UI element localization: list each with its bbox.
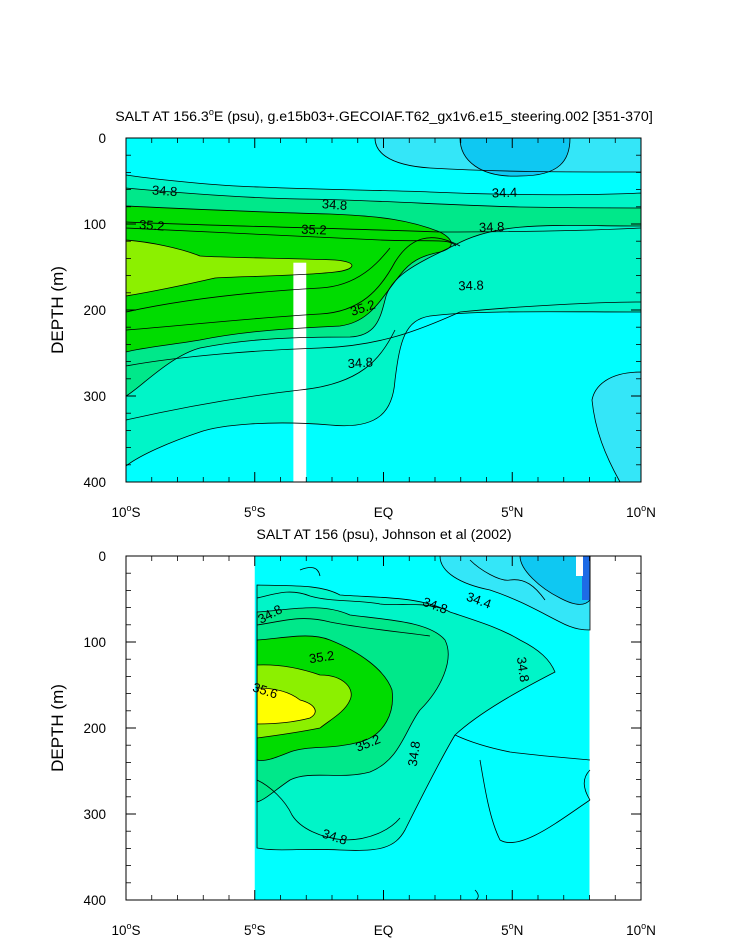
y-tick-label: 300 bbox=[83, 389, 106, 404]
contour-label: 34.8 bbox=[458, 277, 484, 293]
contour-label: 34.8 bbox=[321, 196, 347, 213]
x-tick-label: EQ bbox=[374, 505, 394, 520]
panel2-contour-labels: 34.8 34.8 34.435.2 34.835.635.2 34.834.8 bbox=[251, 589, 532, 848]
contour-line bbox=[469, 559, 546, 601]
band-deep-blue bbox=[582, 556, 590, 600]
band-35.4-35.6 bbox=[126, 240, 352, 296]
contour-line bbox=[479, 759, 591, 843]
contour-line bbox=[583, 769, 591, 801]
contour-label: 34.8 bbox=[152, 182, 178, 199]
band-lt-34.4-line bbox=[519, 556, 591, 605]
contour-line bbox=[256, 779, 401, 841]
y-tick-label: 0 bbox=[98, 131, 106, 146]
band-35.2-35.4 bbox=[126, 206, 452, 352]
panel2-filled-contours bbox=[254, 556, 590, 900]
contour-label: 34.8 bbox=[347, 354, 373, 371]
contour-line bbox=[126, 227, 457, 247]
x-tick-label: 10oS bbox=[111, 503, 140, 520]
panel1-title: SALT AT 156.3oE (psu), g.e15b03+.GECOIAF… bbox=[115, 107, 653, 125]
contour-line bbox=[126, 301, 641, 367]
y-tick-label: 300 bbox=[83, 807, 106, 822]
y-tick-label: 100 bbox=[83, 217, 106, 232]
y-tick-label: 200 bbox=[83, 721, 106, 736]
panel1-contour-lines bbox=[126, 138, 641, 482]
y-tick-label: 200 bbox=[83, 303, 106, 318]
band-gt-35.6 bbox=[257, 688, 316, 724]
x-tick-label: 5oN bbox=[501, 921, 523, 938]
band-34.8-35.0-line bbox=[256, 584, 556, 851]
contour-label: 34.8 bbox=[405, 740, 423, 767]
missing-data-strip bbox=[293, 262, 307, 482]
contour-line bbox=[256, 618, 431, 637]
panel1-ylabel: DEPTH (m) bbox=[48, 266, 67, 354]
x-tick-label: 10oS bbox=[111, 921, 140, 938]
panel2-axes: 10oS 5oS EQ 5oN 10oN 0 100 200 300 400 bbox=[83, 549, 655, 938]
contour-line bbox=[126, 329, 396, 421]
contour-line bbox=[474, 889, 479, 900]
y-tick-label: 100 bbox=[83, 635, 106, 650]
y-tick-label: 400 bbox=[83, 475, 106, 490]
x-tick-label: 5oN bbox=[501, 503, 523, 520]
contour-label: 34.8 bbox=[320, 826, 349, 848]
contour-label: 35.6 bbox=[251, 680, 280, 702]
contour-label: 34.4 bbox=[492, 185, 518, 201]
contour-line bbox=[256, 591, 441, 609]
panel1-filled-contours bbox=[126, 138, 641, 482]
contour-line bbox=[454, 734, 591, 761]
contour-line bbox=[126, 221, 641, 233]
band-35.2-35.4-line bbox=[126, 205, 452, 353]
band-34.8-35.0-line bbox=[126, 174, 641, 467]
band-35.4-35.6-line bbox=[256, 664, 352, 739]
band-35.4-35.6-line bbox=[126, 239, 353, 297]
band-gt-35.6-line bbox=[256, 687, 316, 725]
band-34.4-34.6-line bbox=[439, 556, 591, 631]
panel1-contour-labels: 34.8 34.8 34.4 35.2 35.2 34.8 34.8 35.2 34.8 bbox=[139, 182, 518, 371]
model-salinity-panel: SALT AT 156.3oE (psu), g.e15b03+.GECOIAF… bbox=[48, 107, 656, 520]
band-34.4-34.6-deep bbox=[592, 372, 641, 482]
band-lt-34.4 bbox=[460, 138, 570, 177]
contour-line bbox=[126, 247, 391, 313]
contour-line bbox=[299, 567, 321, 577]
x-tick-label: 10oN bbox=[626, 921, 656, 938]
band-35.2-35.4-line bbox=[256, 635, 393, 761]
contour-line bbox=[126, 237, 461, 331]
panel2-ylabel: DEPTH (m) bbox=[48, 684, 67, 772]
panel2-contour-lines bbox=[256, 556, 591, 900]
contour-label: 35.2 bbox=[139, 217, 165, 234]
x-tick-label: EQ bbox=[374, 923, 394, 938]
band-35.0-35.2-line bbox=[256, 607, 449, 803]
panel1-axes: 10oS 5oS EQ 5oN 10oN 0 100 200 300 400 bbox=[83, 131, 655, 520]
panel2-title: SALT AT 156 (psu), Johnson et al (2002) bbox=[256, 527, 511, 543]
observed-salinity-panel: SALT AT 156 (psu), Johnson et al (2002) … bbox=[48, 527, 656, 938]
y-tick-label: 0 bbox=[98, 549, 106, 564]
band-35.0-35.2-line bbox=[126, 187, 641, 397]
band-lt-34.4 bbox=[520, 556, 590, 605]
x-tick-label: 5oS bbox=[244, 921, 266, 938]
y-tick-label: 400 bbox=[83, 893, 106, 908]
contour-label: 34.8 bbox=[514, 656, 532, 683]
contour-label: 34.8 bbox=[479, 219, 505, 235]
band-34.4-34.6-deep-line bbox=[591, 371, 641, 482]
contour-label: 35.2 bbox=[308, 648, 335, 666]
contour-label: 35.2 bbox=[348, 297, 377, 319]
missing-data-notch bbox=[576, 556, 583, 576]
x-tick-label: 5oS bbox=[244, 503, 266, 520]
band-lt-34.4-line bbox=[459, 138, 571, 177]
x-tick-label: 10oN bbox=[626, 503, 656, 520]
band-34.4-34.6-line bbox=[374, 138, 641, 173]
contour-label: 35.2 bbox=[301, 222, 327, 238]
